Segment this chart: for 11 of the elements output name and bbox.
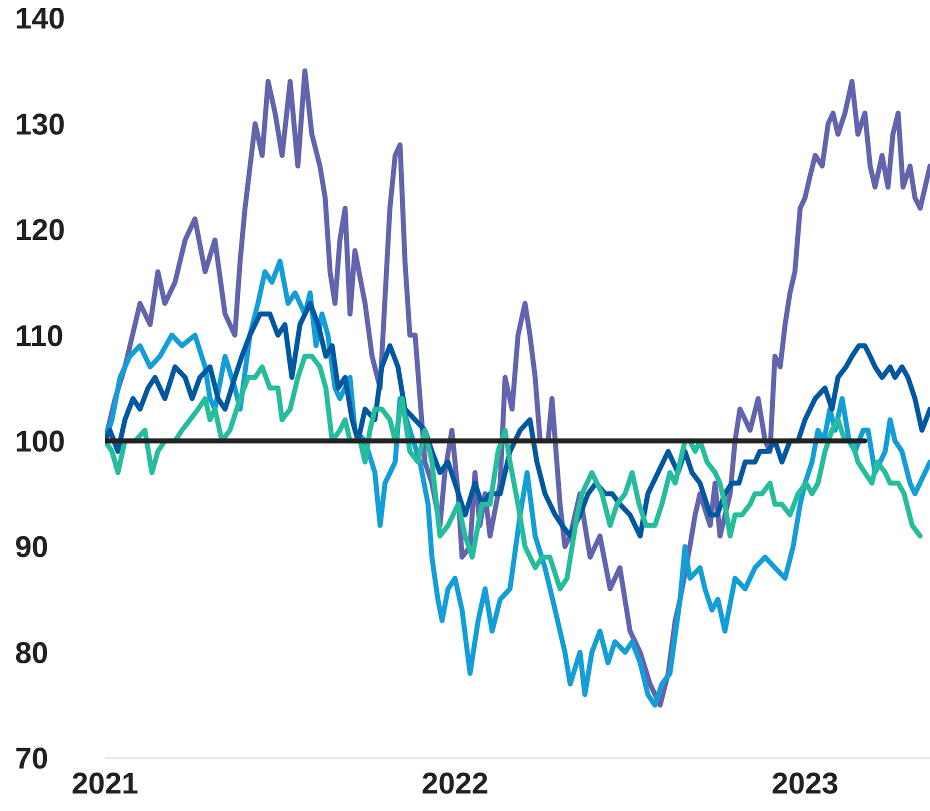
- y-tick-label: 100: [15, 426, 66, 459]
- y-tick-label: 80: [15, 636, 48, 670]
- y-tick-label: 130: [15, 108, 66, 142]
- x-tick-label: 2022: [422, 767, 488, 800]
- y-tick-label: 90: [15, 531, 48, 564]
- y-tick-label: 140: [15, 2, 66, 36]
- y-tick-label: 120: [15, 214, 66, 248]
- y-tick-label: 110: [15, 320, 64, 353]
- x-tick-label: 2023: [772, 767, 838, 800]
- y-tick-label: 70: [15, 742, 48, 776]
- x-tick-label: 2021: [72, 767, 138, 800]
